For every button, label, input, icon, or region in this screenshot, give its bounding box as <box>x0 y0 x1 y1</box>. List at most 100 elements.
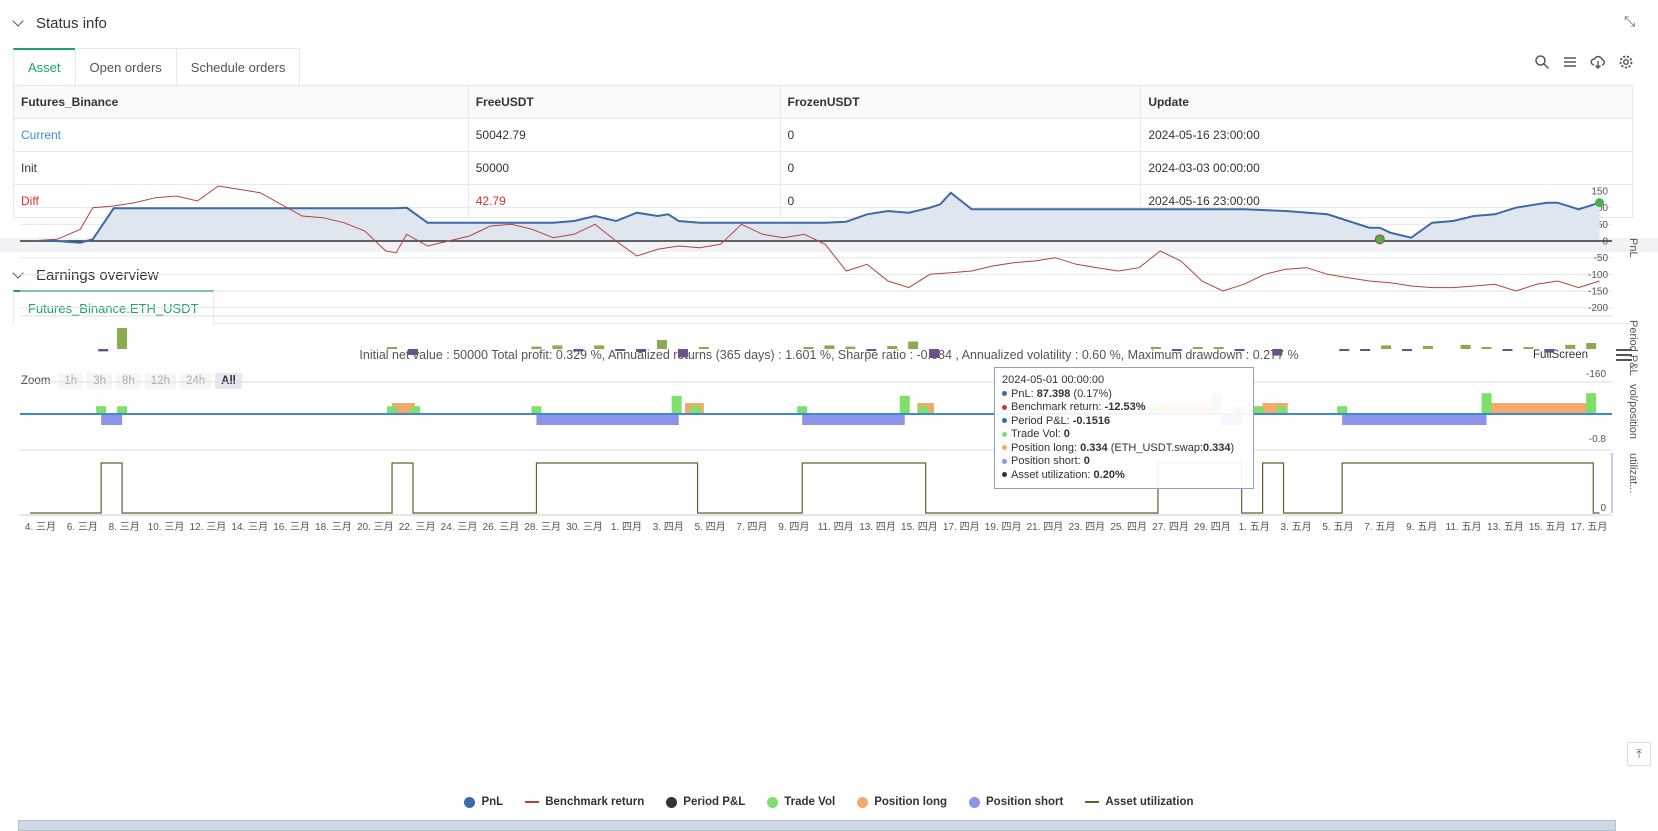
y-tick-label: 100 <box>1591 203 1608 214</box>
zoom-1h-button[interactable]: 1h <box>58 373 84 389</box>
util-axis-label: utilizat... <box>1627 453 1639 493</box>
long-bar <box>1490 403 1592 414</box>
period-bar <box>1586 343 1597 349</box>
gear-icon[interactable] <box>1618 54 1634 70</box>
cloud-download-icon[interactable] <box>1590 54 1606 70</box>
earnings-header[interactable]: Earnings overview <box>12 264 159 286</box>
vol-bar <box>96 406 107 414</box>
zoom-3h-button[interactable]: 3h <box>87 373 112 389</box>
y-tick-label: -100 <box>1588 270 1608 281</box>
menu-icon[interactable] <box>1616 349 1632 361</box>
earnings-chart[interactable]: 150 100 50 0 -50 -100 -150 -200 PnL -160 Period P&… <box>0 140 1658 796</box>
legend-item-period[interactable]: Period P&L <box>666 796 745 808</box>
period-bar <box>866 349 877 351</box>
legend-item-short[interactable]: Position short <box>969 796 1063 808</box>
legend-item-benchmark[interactable]: Benchmark return <box>525 796 644 808</box>
short-legend-icon <box>969 796 981 808</box>
x-tick-label: 3. 四月 <box>653 521 684 533</box>
y-tick-label: -50 <box>1594 253 1609 264</box>
x-tick-label: 13. 五月 <box>1487 521 1524 533</box>
period-bar <box>1272 349 1283 356</box>
column-header[interactable]: FrozenUSDT <box>779 85 1142 119</box>
y-tick-label: -200 <box>1588 303 1608 314</box>
pnl-axis-label: PnL <box>1627 238 1639 258</box>
tooltip-date: 2024-05-01 00:00:00 <box>1002 374 1105 386</box>
zoom-all-button[interactable]: All <box>215 373 242 389</box>
period-bar <box>636 349 647 352</box>
period-bar <box>698 347 709 349</box>
x-tick-label: 16. 三月 <box>273 521 310 533</box>
table-toolbar <box>1534 54 1634 70</box>
period-bar <box>657 340 667 349</box>
vol-bar <box>1337 406 1348 414</box>
period-bar <box>1150 347 1161 349</box>
period-bar <box>387 347 398 349</box>
vol-bar <box>899 395 910 414</box>
status-header[interactable]: Status info <box>12 12 107 34</box>
column-header[interactable]: Futures_Binance <box>13 85 469 119</box>
scroll-to-top-icon[interactable]: ⤒ <box>1627 742 1651 766</box>
period-bar <box>1481 347 1492 349</box>
table-cell: 2024-03-03 00:00:00 <box>1140 151 1633 185</box>
zoom-8h-button[interactable]: 8h <box>116 373 141 389</box>
legend-item-util[interactable]: Asset utilization <box>1085 796 1194 808</box>
vol-dot-icon <box>1002 431 1007 437</box>
y-tick-label: -150 <box>1588 286 1608 297</box>
x-tick-label: 15. 四月 <box>901 521 938 533</box>
x-tick-label: 25. 四月 <box>1110 521 1147 533</box>
legend-item-pnl[interactable]: PnL <box>464 796 503 808</box>
legend-item-long[interactable]: Position long <box>857 796 947 808</box>
search-icon[interactable] <box>1534 54 1550 70</box>
period-bar <box>1234 349 1245 351</box>
x-tick-label: 18. 三月 <box>315 521 352 533</box>
util-tick-label: 0 <box>1600 503 1606 514</box>
short-bar <box>536 414 679 425</box>
chevron-down-icon[interactable] <box>12 15 24 27</box>
x-tick-label: 11. 五月 <box>1446 521 1482 533</box>
vol-bar <box>1481 393 1492 414</box>
legend-item-vol[interactable]: Trade Vol <box>767 796 835 808</box>
x-tick-label: 10. 三月 <box>148 521 185 533</box>
vol-bar <box>1253 406 1264 414</box>
vol-bar <box>797 406 808 414</box>
x-tick-label: 15. 五月 <box>1529 521 1566 533</box>
table-cell: 50000 <box>467 151 781 185</box>
performance-summary: Initial net value : 50000 Total profit: … <box>359 348 1299 362</box>
range-navigator[interactable] <box>18 820 1616 831</box>
column-header[interactable]: FreeUSDT <box>467 85 781 119</box>
x-tick-label: 11. 四月 <box>818 521 854 533</box>
x-tick-label: 4. 三月 <box>25 521 56 533</box>
tooltip-benchmark: Benchmark return: -12.53% <box>1002 401 1246 415</box>
period-bar <box>594 345 605 349</box>
x-tick-label: 29. 四月 <box>1194 521 1231 533</box>
status-title: Status info <box>36 14 107 32</box>
column-header[interactable]: Update <box>1140 85 1633 119</box>
util-dot-icon <box>1002 472 1007 478</box>
x-tick-label: 7. 四月 <box>736 521 767 533</box>
x-tick-label: 12. 三月 <box>190 521 227 533</box>
x-tick-label: 13. 四月 <box>859 521 896 533</box>
period-bar <box>1422 346 1433 349</box>
x-tick-label: 17. 四月 <box>943 521 980 533</box>
pnl-dot-icon <box>1002 391 1007 397</box>
table-cell: 50042.79 <box>467 118 781 152</box>
tab-schedule-orders[interactable]: Schedule orders <box>175 48 301 85</box>
vol-bar <box>387 406 398 414</box>
period-axis-label: Period P&L <box>1627 320 1639 376</box>
period-bar <box>98 349 109 352</box>
utilization-line <box>30 462 1600 514</box>
tab-asset[interactable]: Asset <box>13 48 76 85</box>
chart-legend: PnL Benchmark return Period P&L Trade Vo… <box>0 796 1658 808</box>
zoom-12h-button[interactable]: 12h <box>144 373 176 389</box>
status-tabs: Asset Open orders Schedule orders <box>13 48 301 85</box>
y-tick-label: 150 <box>1591 187 1608 198</box>
period-bar <box>929 349 940 358</box>
list-icon[interactable] <box>1562 54 1578 70</box>
tab-open-orders[interactable]: Open orders <box>74 48 177 85</box>
row-label-current[interactable]: Current <box>13 118 469 152</box>
expand-icon[interactable]: ⤡ <box>1624 13 1636 29</box>
period-bar <box>552 345 563 349</box>
period-dot-icon <box>1002 418 1007 424</box>
x-tick-label: 23. 四月 <box>1068 521 1105 533</box>
zoom-24h-button[interactable]: 24h <box>179 373 212 389</box>
